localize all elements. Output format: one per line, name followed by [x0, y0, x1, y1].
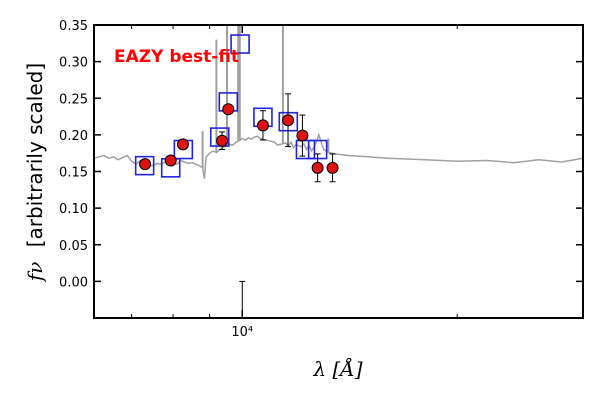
- y-tick-label: 0.00: [59, 275, 88, 290]
- observed-point: [326, 161, 339, 174]
- template-spectrum: [93, 132, 584, 179]
- y-tick-label: 0.05: [59, 239, 88, 254]
- x-tick-label: 10⁴: [231, 325, 253, 340]
- observed-point: [216, 134, 229, 147]
- x-axis-label: λ [Å]: [312, 356, 362, 381]
- y-tick-label: 0.20: [59, 129, 88, 144]
- observed-point: [256, 119, 269, 132]
- y-axis-text: [arbitrarily scaled]: [23, 63, 47, 247]
- template-layer: [93, 25, 584, 315]
- y-ticks: 0.00 0.05 0.10 0.15 0.20 0.25 0.30 0.35: [59, 19, 583, 290]
- observed-point: [176, 138, 189, 151]
- y-axis-symbol: fν: [23, 262, 47, 284]
- model-flux-box: [134, 155, 155, 176]
- observed-point: [282, 114, 295, 127]
- observed-point: [222, 103, 235, 116]
- y-tick-label: 0.25: [59, 92, 88, 107]
- observed-point: [139, 158, 152, 171]
- plot-frame: [93, 24, 584, 319]
- observed-point: [311, 161, 324, 174]
- y-tick-label: 0.30: [59, 56, 88, 71]
- y-tick-label: 0.35: [59, 19, 88, 34]
- annotation-label: EAZY best-fit: [114, 47, 239, 67]
- model-flux-box: [230, 34, 250, 54]
- observed-point: [296, 129, 309, 142]
- y-axis-label: fν [arbitrarily scaled]: [23, 63, 47, 283]
- observed-point: [164, 154, 177, 167]
- observed-layer: [139, 93, 339, 183]
- x-ticks: 10⁴: [131, 25, 458, 340]
- y-tick-label: 0.10: [59, 202, 88, 217]
- y-tick-label: 0.15: [59, 166, 88, 181]
